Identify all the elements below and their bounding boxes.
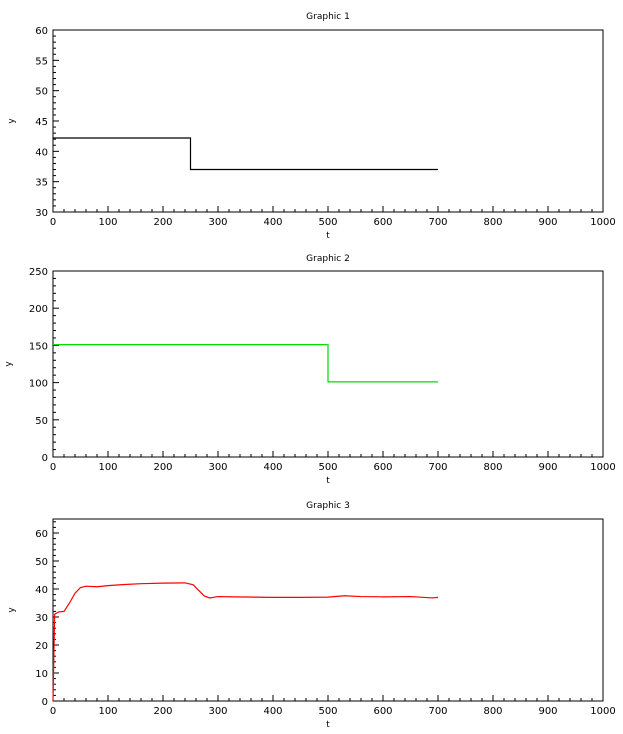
x-tick-label: 500 (318, 217, 337, 228)
y-axis-label: y (7, 607, 17, 613)
x-tick-label: 400 (263, 217, 282, 228)
x-axis-label: t (326, 476, 330, 486)
y-axis-label: y (7, 118, 17, 124)
x-tick-label: 200 (153, 706, 172, 717)
x-tick-label: 700 (428, 217, 447, 228)
y-tick-label: 40 (35, 147, 48, 158)
x-tick-label: 800 (483, 706, 502, 717)
x-axis-label: t (326, 231, 330, 241)
chart-3: Graphic 30 100 200 300 400 500 600 700 800 900 100… (7, 501, 616, 730)
series-line (53, 137, 438, 171)
plot-frame (52, 29, 604, 213)
chart-2: Graphic 20 100 200 300 400 500 600 700 800 900 100… (4, 254, 616, 486)
x-tick-label: 500 (318, 462, 337, 473)
x-tick-label: 1000 (590, 217, 615, 228)
x-tick-label: 0 (50, 217, 56, 228)
y-tick-label: 50 (35, 557, 48, 568)
x-tick-label: 700 (428, 706, 447, 717)
x-tick-label: 200 (153, 217, 172, 228)
y-tick-label: 0 (42, 453, 48, 464)
y-tick-label: 150 (29, 341, 48, 352)
x-tick-label: 600 (373, 462, 392, 473)
x-tick-label: 900 (538, 706, 557, 717)
y-tick-label: 60 (35, 529, 48, 540)
chart-title: Graphic 2 (306, 254, 350, 264)
y-tick-label: 45 (35, 117, 48, 128)
x-tick-label: 200 (153, 462, 172, 473)
x-tick-label: 500 (318, 706, 337, 717)
chart-title: Graphic 3 (306, 501, 350, 511)
chart-1: Graphic 1 0 100 200 300 400 500 600 700 800 900 100… (7, 12, 616, 241)
y-tick-label: 250 (29, 267, 48, 278)
x-tick-label: 100 (98, 217, 117, 228)
x-tick-label: 0 (50, 706, 56, 717)
x-tick-label: 400 (263, 706, 282, 717)
y-tick-label: 60 (35, 26, 48, 37)
y-tick-label: 30 (35, 613, 48, 624)
x-tick-label: 900 (538, 462, 557, 473)
chart-title: Graphic 1 (306, 12, 350, 22)
x-tick-label: 800 (483, 462, 502, 473)
x-tick-label: 400 (263, 462, 282, 473)
series-line (53, 344, 438, 383)
y-tick-label: 50 (35, 87, 48, 98)
x-tick-label: 1000 (590, 462, 615, 473)
plot-frame (52, 518, 604, 702)
y-tick-label: 40 (35, 585, 48, 596)
y-tick-label: 200 (29, 304, 48, 315)
y-tick-label: 35 (35, 178, 48, 189)
x-tick-label: 300 (208, 706, 227, 717)
x-tick-label: 600 (373, 706, 392, 717)
y-tick-label: 0 (42, 697, 48, 708)
y-axis-label: y (4, 361, 14, 367)
x-axis-label: t (326, 720, 330, 730)
y-tick-label: 10 (35, 669, 48, 680)
y-tick-label: 55 (35, 56, 48, 67)
y-tick-label: 100 (29, 379, 48, 390)
x-tick-label: 0 (50, 462, 56, 473)
y-tick-label: 20 (35, 641, 48, 652)
series-line (52, 582, 439, 702)
x-tick-label: 600 (373, 217, 392, 228)
x-tick-label: 100 (98, 706, 117, 717)
x-tick-label: 900 (538, 217, 557, 228)
y-tick-label: 50 (35, 416, 48, 427)
x-tick-label: 1000 (590, 706, 615, 717)
y-tick-label: 30 (35, 208, 48, 219)
x-tick-label: 800 (483, 217, 502, 228)
x-tick-label: 300 (208, 462, 227, 473)
x-tick-label: 100 (98, 462, 117, 473)
x-tick-label: 300 (208, 217, 227, 228)
x-tick-label: 700 (428, 462, 447, 473)
